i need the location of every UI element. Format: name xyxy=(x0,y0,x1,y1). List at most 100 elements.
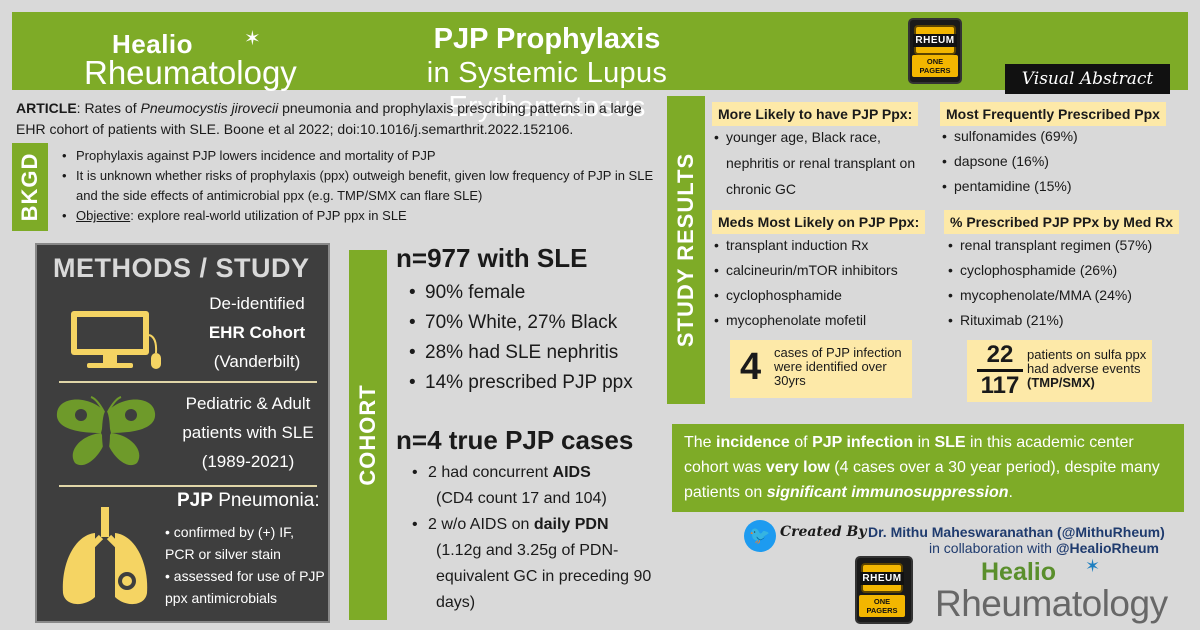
collaboration-line: in collaboration with @HealioRheum xyxy=(929,540,1159,557)
list-item: • assessed for use of PJP ppx antimicrob… xyxy=(165,568,325,606)
twitter-icon[interactable]: 🐦 xyxy=(744,520,776,552)
page-title: PJP Prophylaxis in Systemic Lupus Erythe… xyxy=(332,22,762,124)
adverse-fraction: 22 117 xyxy=(977,342,1023,399)
brand-line2: Rheumatology xyxy=(84,54,297,91)
brand-line2: Rheumatology xyxy=(935,583,1168,624)
study-results-tab-label: STUDY RESULTS xyxy=(673,152,698,348)
author-name: Dr. Mithu Maheswaranathan (@MithuRheum) xyxy=(868,524,1165,541)
brand-line1: Healio xyxy=(981,558,1057,586)
title-line1: PJP Prophylaxis xyxy=(433,23,661,55)
collab-handle-link[interactable]: @HealioRheum xyxy=(1055,540,1159,556)
case-sub: (CD4 count 17 and 104) xyxy=(436,490,607,507)
author-text: Dr. Mithu Maheswaranathan ( xyxy=(868,524,1062,540)
cohort-stats-list: 90% female 70% White, 27% Black 28% had … xyxy=(405,278,633,398)
case-text: 2 had concurrent xyxy=(428,464,553,481)
list-item: pentamidine (15%) xyxy=(940,174,1078,199)
article-label: ARTICLE xyxy=(16,100,77,116)
case-text: 2 w/o AIDS on xyxy=(428,516,534,533)
list-item: sulfonamides (69%) xyxy=(940,124,1078,149)
cohort-tab: COHORT xyxy=(349,250,387,620)
cases-list: 2 had concurrent AIDS (CD4 count 17 and 1… xyxy=(408,460,658,616)
divider xyxy=(59,381,317,383)
stat-text-bold: (TMP/SMX) xyxy=(1027,375,1095,390)
methods-block1: De-identified EHR Cohort (Vanderbilt) xyxy=(187,289,327,376)
stat-text-pre: patients on sulfa ppx had adverse events xyxy=(1027,347,1147,376)
likely-ppx-heading: More Likely to have PJP Ppx: xyxy=(712,102,919,126)
article-text-2: pneumonia and prophylaxis prescribing pa… xyxy=(16,100,642,137)
rheum-one-pagers-badge-footer: RHEUM ONE PAGERS xyxy=(855,556,913,624)
list-item: dapsone (16%) xyxy=(940,149,1078,174)
cohort-tab-label: COHORT xyxy=(355,384,380,486)
pjp-rest: Pneumonia: xyxy=(212,490,320,511)
badge-top-text: RHEUM xyxy=(860,571,904,585)
cohort-heading-2: n=4 true PJP cases xyxy=(396,425,634,455)
pjp-item-text: confirmed by (+) IF, PCR or silver stain xyxy=(165,524,294,562)
list-item: Rituximab (21%) xyxy=(946,308,1152,333)
article-text-1: : Rates of xyxy=(76,100,141,116)
article-organism: Pneumocystis jirovecii xyxy=(140,100,279,116)
bkgd-tab: BKGD xyxy=(12,143,48,231)
list-item: mycophenolate mofetil xyxy=(712,308,898,333)
pjp-cases-stat: 4 cases of PJP infection were identified… xyxy=(730,340,912,398)
healio-logo: Healio Rheumatology ✶ xyxy=(84,28,314,91)
meds-likely-heading: Meds Most Likely on PJP Ppx: xyxy=(712,210,926,234)
block2-text: patients with SLE xyxy=(182,423,314,442)
collab-text: in collaboration with xyxy=(929,540,1056,556)
bkgd-tab-label: BKGD xyxy=(17,152,42,222)
conclusion-bold: incidence xyxy=(716,434,790,451)
block1-line: De-identified xyxy=(209,294,305,313)
conclusion-text: in this academic center cohort was xyxy=(684,434,1134,476)
list-item: 28% had SLE nephritis xyxy=(405,338,633,368)
star-icon: ✶ xyxy=(1085,556,1101,576)
computer-icon xyxy=(71,311,161,369)
header-banner: Healio Rheumatology ✶ PJP Prophylaxis in… xyxy=(12,12,1188,123)
star-icon: ✶ xyxy=(244,28,261,50)
pjp-criteria-list: • confirmed by (+) IF, PCR or silver sta… xyxy=(165,521,325,609)
frequent-ppx-heading: Most Frequently Prescribed Ppx xyxy=(940,102,1166,126)
methods-panel: METHODS / STUDY De-identified EHR Cohort… xyxy=(35,243,330,623)
block1-line: (Vanderbilt) xyxy=(213,352,301,371)
title-line2: in Systemic Lupus Erythematosus xyxy=(426,57,668,123)
list-item: It is unknown whether risks of prophylax… xyxy=(56,166,656,206)
list-item: 90% female xyxy=(405,278,633,308)
fraction-denominator: 117 xyxy=(980,372,1020,399)
article-citation: ARTICLE: Rates of Pneumocystis jirovecii… xyxy=(16,98,666,140)
list-item: Objective: explore real-world utilizatio… xyxy=(56,206,656,226)
list-item: 2 w/o AIDS on daily PDN (1.12g and 3.25g … xyxy=(408,512,658,616)
likely-ppx-text: • younger age, Black race, nephritis or r… xyxy=(714,124,924,202)
pjp-bold: PJP xyxy=(177,490,213,511)
stat-text: patients on sulfa ppx had adverse events… xyxy=(1027,348,1149,390)
list-item: 14% prescribed PJP ppx xyxy=(405,368,633,398)
study-results-tab: STUDY RESULTS xyxy=(667,96,705,404)
case-bold: daily PDN xyxy=(533,516,609,533)
meds-likely-list: transplant induction Rx calcineurin/mTOR… xyxy=(712,233,898,333)
visual-abstract-label: Visual Abstract xyxy=(1005,64,1170,94)
conclusion-bold: PJP infection xyxy=(812,434,914,451)
list-item: • confirmed by (+) IF, PCR or silver sta… xyxy=(165,524,294,562)
pjp-title: PJP Pneumonia: xyxy=(177,490,320,512)
conclusion-text: The xyxy=(684,434,717,451)
author-handle-link[interactable]: @MithuRheum xyxy=(1061,524,1161,540)
fraction-numerator: 22 xyxy=(986,341,1014,368)
likely-ppx-body: • younger age, Black race, nephritis or r… xyxy=(714,129,916,197)
badge-bottom-text: ONE PAGERS xyxy=(912,55,958,77)
stat-text: cases of PJP infection were identified o… xyxy=(774,345,902,388)
adverse-events-stat: 22 117 patients on sulfa ppx had adverse… xyxy=(967,340,1152,402)
conclusion-bold: SLE xyxy=(934,434,966,451)
block1-line: EHR Cohort xyxy=(208,323,306,342)
stat-number: 4 xyxy=(740,346,762,388)
case-sub: (1.12g and 3.25g of PDN-equivalent GC in… xyxy=(436,542,652,611)
pjp-item-text: assessed for use of PJP ppx antimicrobia… xyxy=(165,568,325,606)
author-close: ) xyxy=(1160,524,1165,540)
pct-by-med-list: renal transplant regimen (57%) cyclophos… xyxy=(946,233,1152,333)
background-list: Prophylaxis against PJP lowers incidence… xyxy=(56,146,656,226)
brand-line1: Healio xyxy=(112,29,194,59)
conclusion-bold: significant immunosuppression xyxy=(766,484,1009,501)
list-item: transplant induction Rx xyxy=(712,233,898,258)
rheum-one-pagers-badge: RHEUM ONE PAGERS xyxy=(908,18,962,84)
badge-bottom-text: ONE PAGERS xyxy=(859,595,905,617)
conclusion-text: . xyxy=(1008,484,1013,501)
conclusion-text: of xyxy=(789,434,813,451)
objective-label: Objective xyxy=(76,208,131,223)
conclusion-text: (4 cases over a 30 year period), despite… xyxy=(684,459,1160,501)
